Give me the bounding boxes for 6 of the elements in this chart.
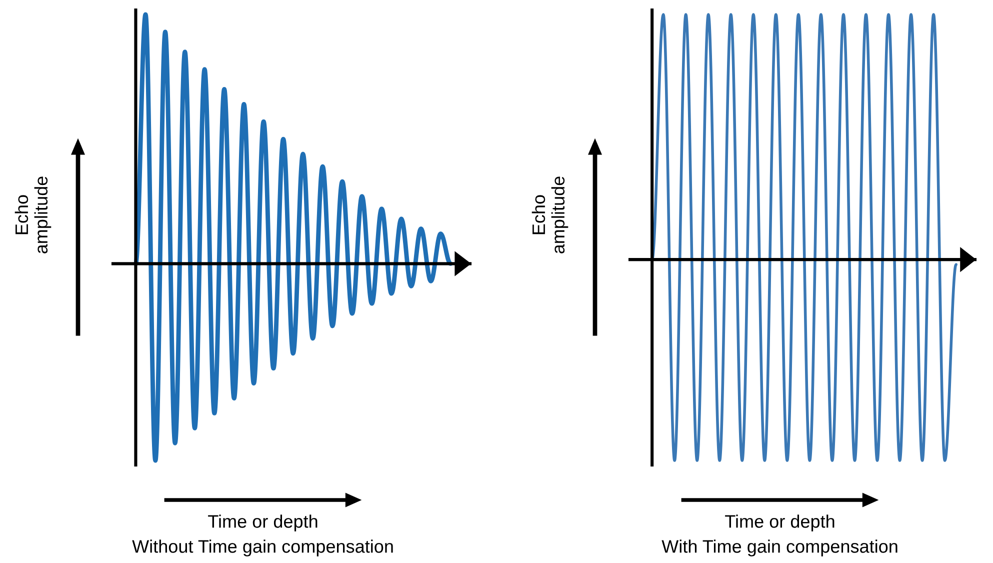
- x-axis-title: Time or depth: [725, 514, 834, 532]
- text: With Time gain compensation: [662, 540, 898, 556]
- text: Without Time gain compensation: [132, 540, 393, 556]
- y-axis-title: Echo amplitude: [532, 176, 568, 254]
- x-axis-title: Time or depth: [208, 514, 318, 532]
- y-axis-title: Echo amplitude: [14, 176, 52, 254]
